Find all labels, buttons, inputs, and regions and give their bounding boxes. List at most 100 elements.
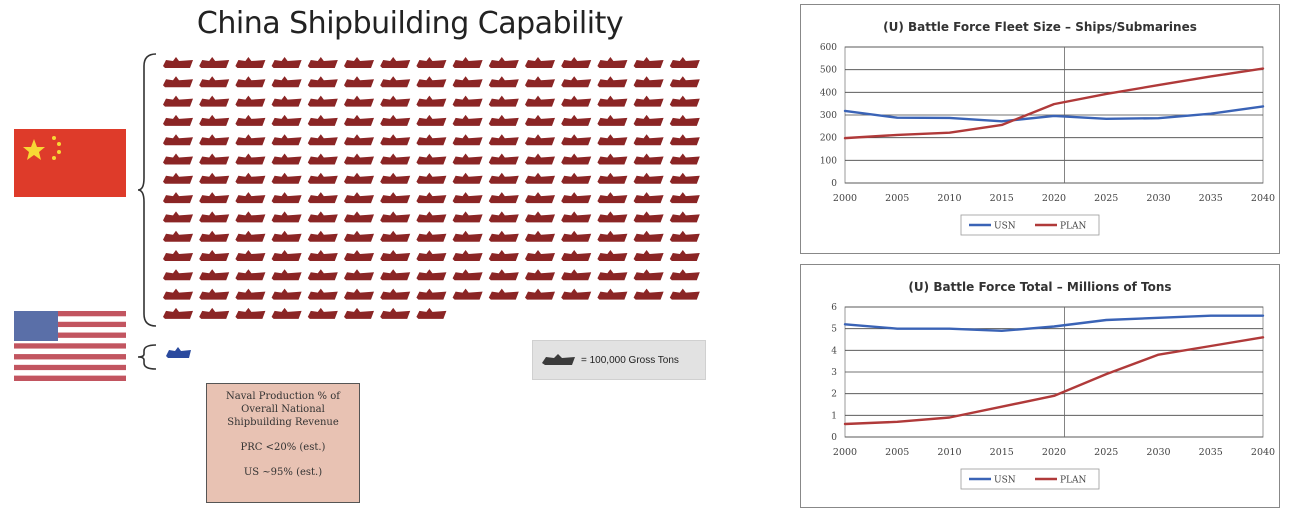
ship-icon [416,172,447,184]
legend-label-plan: PLAN [1060,222,1087,232]
ship-icon [235,192,266,204]
ship-icon [416,95,447,107]
ship-icon [561,95,592,107]
ship-icon [597,269,628,281]
ship-icon [488,192,519,204]
ship-icon [307,269,338,281]
ship-icon [163,230,193,242]
ship-icon [416,230,447,242]
ship-icon [597,95,628,107]
ship-icon [669,95,700,107]
ship-icon [452,211,483,223]
ship-icon [452,288,483,300]
ship-icon [633,269,664,281]
ship-icon [235,153,266,165]
ship-icon [452,192,483,204]
ship-icon [416,76,447,88]
ship-icon [525,114,555,126]
ship-icon [416,57,447,68]
ship-icon [235,76,266,88]
ship-icon [235,134,266,146]
ship-icon [452,269,483,281]
ship-icon [380,211,411,223]
ship-icon [380,192,411,204]
tonnage-chart-panel: (U) Battle Force Total – Millions of Ton… [800,264,1280,508]
ship-icon [163,211,193,223]
china-bracket [137,53,157,327]
ship-icon [344,95,374,107]
ship-icon [344,114,374,126]
ship-icon [633,211,664,223]
ship-icon [271,134,302,146]
ship-icon [199,57,230,68]
ship-icon [525,57,555,68]
ship-icon [199,172,230,184]
ship-icon [633,57,664,68]
ship-icon [307,192,338,204]
ship-icon [452,134,483,146]
ship-icon [488,95,519,107]
ship-icon [452,114,483,126]
ship-icon [199,153,230,165]
info-line-2: Overall National [241,404,325,415]
ship-icon [271,172,302,184]
x-tick-label: 2040 [1251,193,1275,204]
ship-icon [597,153,628,165]
ship-icon [235,230,266,242]
ship-icon [525,230,555,242]
ship-icon [669,250,700,261]
ship-icon [163,57,193,68]
ship-icon [380,269,411,281]
x-tick-label: 2005 [885,193,909,204]
ship-icon [199,250,230,261]
ship-icon [416,288,447,300]
y-tick-label: 1 [831,411,837,421]
ship-icon [199,307,230,319]
ship-icon [525,76,555,88]
naval-production-box: Naval Production % of Overall National S… [206,383,360,503]
ship-icon [307,95,338,107]
ship-icon [199,288,230,300]
ship-icon [452,57,483,68]
ship-icon [344,134,374,146]
ship-icon [380,114,411,126]
ship-icon [271,153,302,165]
us-flag-icon [14,311,126,381]
ship-icon [561,172,592,184]
ship-icon [380,57,411,68]
ship-icon [488,211,519,223]
ship-icon [199,192,230,204]
ship-icon [633,76,664,88]
ship-icon [163,250,193,261]
ship-icon [561,192,592,204]
ship-icon [271,95,302,107]
ship-icon [597,250,628,261]
ship-icon [344,230,374,242]
ship-icon [271,307,302,319]
y-tick-label: 400 [820,88,837,98]
ship-icon [525,288,555,300]
ship-icon [380,95,411,107]
ship-icon [525,211,555,223]
ship-icon [561,288,592,300]
ship-icon [199,230,230,242]
ship-icon [669,269,700,281]
ship-icon [163,134,193,146]
ship-icon [561,134,592,146]
ship-icon [669,230,700,242]
x-tick-label: 2020 [1042,193,1066,204]
x-tick-label: 2010 [937,193,961,204]
info-line-3: Shipbuilding Revenue [227,417,339,428]
y-tick-label: 4 [831,346,837,356]
ship-icon [235,57,266,68]
y-tick-label: 200 [820,134,837,144]
ship-icon [416,307,447,319]
ship-icon [307,230,338,242]
ship-icon [669,192,700,204]
ship-icon [163,269,193,281]
ship-icon [452,172,483,184]
ship-icon [380,230,411,242]
ship-icon [452,153,483,165]
fleet-size-chart-panel: (U) Battle Force Fleet Size – Ships/Subm… [800,4,1280,254]
ship-icon [235,250,266,261]
